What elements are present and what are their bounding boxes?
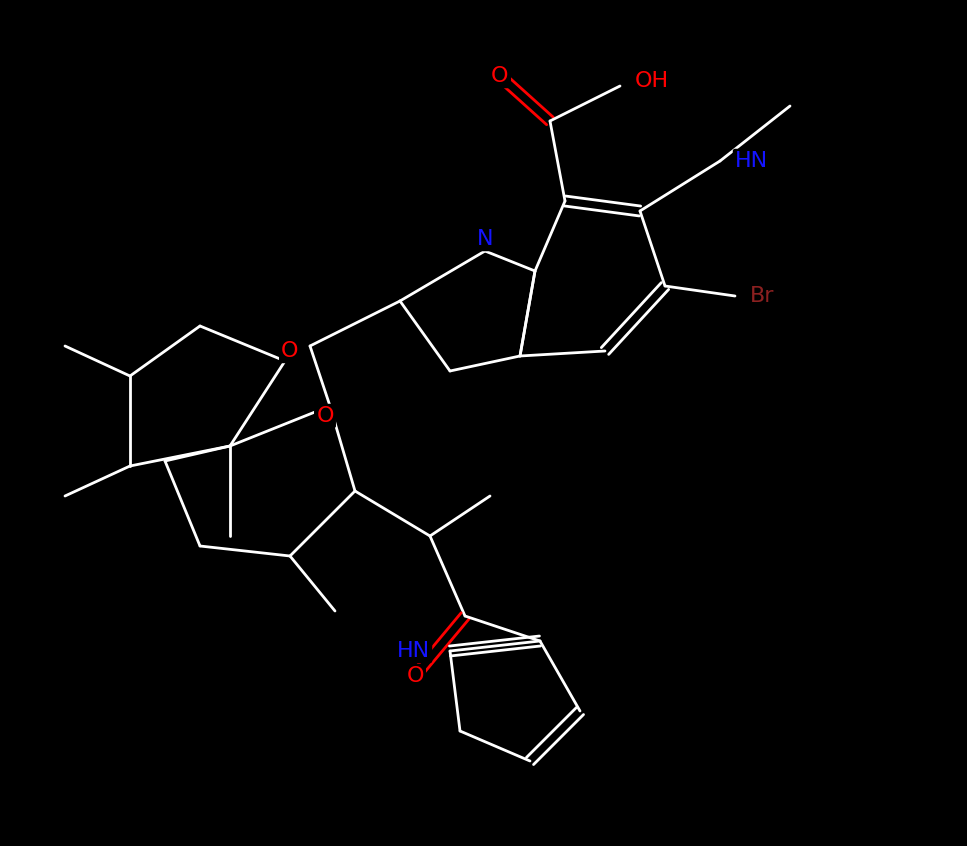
Text: HN: HN: [396, 641, 430, 661]
Text: HN: HN: [735, 151, 768, 171]
Text: O: O: [491, 66, 509, 86]
Text: Br: Br: [750, 286, 775, 306]
Text: O: O: [316, 406, 334, 426]
Text: O: O: [406, 666, 424, 686]
Text: N: N: [477, 229, 493, 249]
Text: OH: OH: [635, 71, 669, 91]
Text: O: O: [281, 341, 299, 361]
